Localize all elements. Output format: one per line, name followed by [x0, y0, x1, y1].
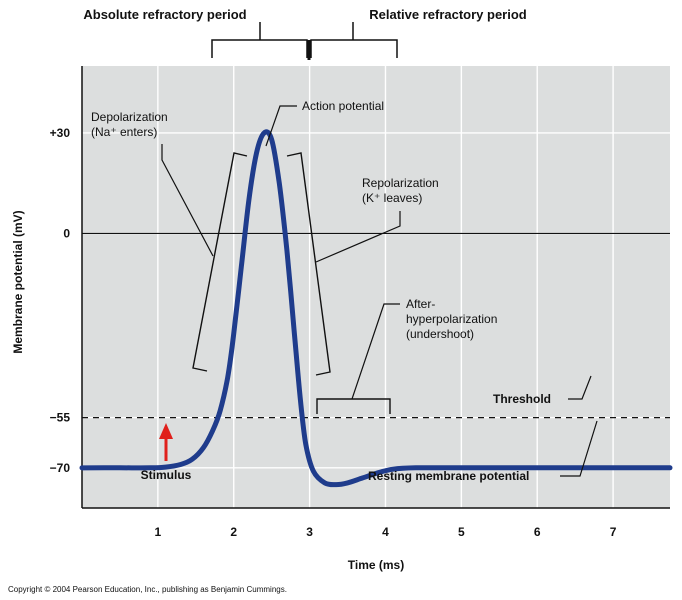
depolarization-label: Depolarization (Na⁺ enters): [91, 110, 171, 139]
x-tick-label: 3: [306, 525, 313, 539]
copyright-text: Copyright © 2004 Pearson Education, Inc.…: [8, 585, 287, 594]
y-axis-label: Membrane potential (mV): [11, 210, 25, 353]
resting-potential-label: Resting membrane potential: [368, 469, 529, 483]
action-potential-leader: [265, 105, 297, 147]
threshold-leader: [568, 375, 592, 400]
x-tick-label: 4: [382, 525, 389, 539]
plot-area: [82, 66, 670, 508]
x-tick-label: 1: [155, 525, 162, 539]
y-tick-label: −70: [50, 461, 71, 475]
action-potential-label: Action potential: [302, 99, 384, 113]
after-hyperpolarization-label: After- hyperpolarization (undershoot): [406, 297, 501, 341]
y-tick-label: −55: [50, 411, 71, 425]
absolute-refractory-label: Absolute refractory period: [83, 7, 246, 22]
relative-refractory-label: Relative refractory period: [369, 7, 527, 22]
repolarization-label: Repolarization (K⁺ leaves): [362, 176, 442, 205]
after-hyperpolarization-leader: [351, 303, 400, 400]
y-tick-label: 0: [63, 226, 70, 240]
stimulus-arrow-head: [159, 423, 173, 439]
depolarization-bracket: [192, 152, 248, 372]
resting-potential-leader: [560, 420, 598, 477]
y-tick-labels: +30 0 −55 −70: [50, 126, 71, 475]
repolarization-bracket: [286, 152, 331, 376]
membrane-potential-line: [79, 129, 673, 488]
x-tick-label: 5: [458, 525, 465, 539]
repolarization-leader: [315, 211, 401, 263]
x-axis-label: Time (ms): [348, 558, 404, 572]
absolute-refractory-bracket: [211, 22, 308, 58]
after-hyperpolarization-bracket: [316, 398, 391, 414]
depolarization-leader: [161, 144, 214, 257]
threshold-label: Threshold: [493, 392, 551, 406]
x-tick-label: 6: [534, 525, 541, 539]
x-tick-label: 2: [230, 525, 237, 539]
stimulus-label: Stimulus: [141, 468, 192, 482]
x-tick-labels: 1 2 3 4 5 6 7: [155, 525, 617, 539]
relative-refractory-bracket: [310, 22, 398, 58]
x-tick-label: 7: [610, 525, 617, 539]
y-tick-label: +30: [50, 126, 71, 140]
